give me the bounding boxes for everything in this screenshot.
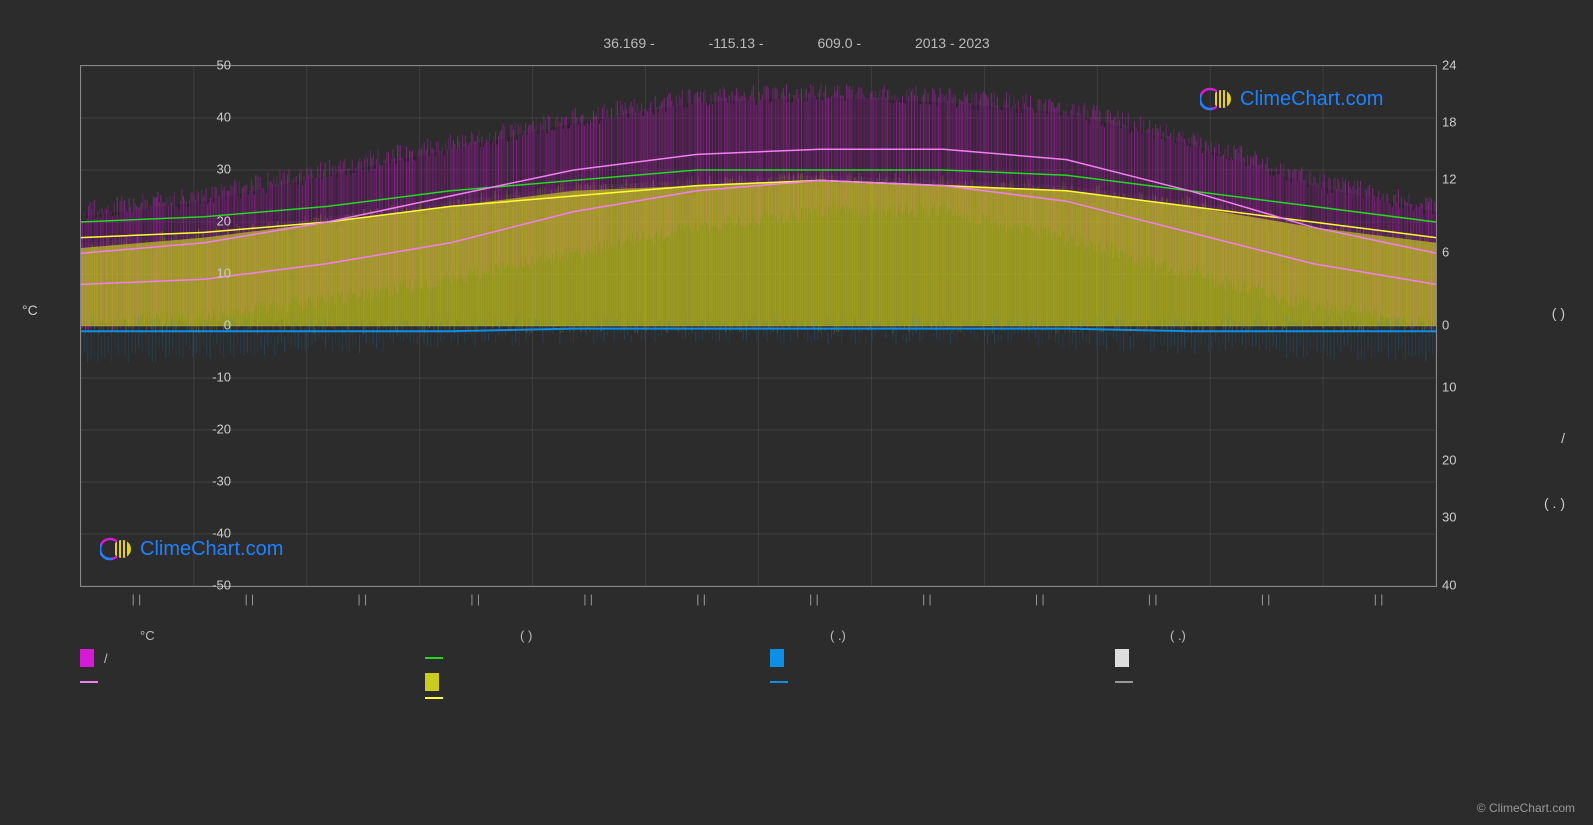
y-left-tick: 0 [201, 318, 231, 333]
copyright-text: © ClimeChart.com [1477, 801, 1575, 815]
watermark-text: ClimeChart.com [1240, 88, 1383, 111]
legend-swatch-icon [80, 681, 98, 683]
y-right-tick: 10 [1442, 380, 1472, 395]
x-tick: | | [809, 592, 819, 606]
legend-row: / [80, 649, 1460, 667]
x-tick: | | [132, 592, 142, 606]
y-right-tick: 20 [1442, 453, 1472, 468]
y-left-tick: 40 [201, 110, 231, 125]
legend-item [1115, 673, 1460, 691]
legend-swatch-icon [1115, 681, 1133, 683]
legend-item [770, 673, 1115, 691]
watermark-logo-icon [100, 535, 134, 563]
y-left-tick: 30 [201, 162, 231, 177]
watermark-top: ClimeChart.com [1200, 85, 1383, 113]
watermark-logo-icon [1200, 85, 1234, 113]
header-lat: 36.169 - [603, 35, 654, 51]
x-tick: | | [583, 592, 593, 606]
legend-item [80, 697, 425, 699]
y-right-tick: 6 [1442, 245, 1472, 260]
legend-item [1115, 697, 1460, 699]
y-left-tick: -40 [201, 526, 231, 541]
legend-item [425, 649, 770, 667]
legend-item [425, 697, 770, 699]
legend-swatch-icon [770, 681, 788, 683]
legend-row [80, 673, 1460, 691]
legend-swatch-icon [425, 697, 443, 699]
legend-row [80, 697, 1460, 699]
plot-area [80, 65, 1437, 587]
x-tick: | | [1374, 592, 1384, 606]
y-left-tick: -20 [201, 422, 231, 437]
chart-header: 36.169 - -115.13 - 609.0 - 2013 - 2023 [0, 35, 1593, 51]
legend-swatch-icon [1115, 649, 1129, 667]
chart-container [80, 65, 1435, 585]
x-tick: | | [1148, 592, 1158, 606]
y-left-tick: 50 [201, 58, 231, 73]
y-right-tick: 24 [1442, 58, 1472, 73]
x-tick: | | [1261, 592, 1271, 606]
legend-header-row: °C ( ) ( .) ( .) [80, 628, 1460, 643]
y-left-tick: -30 [201, 474, 231, 489]
legend-swatch-icon [80, 649, 94, 667]
x-tick: | | [696, 592, 706, 606]
header-elev: 609.0 - [817, 35, 861, 51]
x-tick: | | [245, 592, 255, 606]
legend-swatch-icon [770, 649, 784, 667]
header-lon: -115.13 - [709, 35, 764, 51]
x-tick: | | [1035, 592, 1045, 606]
legend-item [425, 673, 770, 691]
legend-header-3: ( .) [1120, 628, 1460, 643]
y-left-tick: -50 [201, 578, 231, 593]
y-right-tick: 0 [1442, 318, 1472, 333]
y-right-tick: 30 [1442, 510, 1472, 525]
y-right-tick: 12 [1442, 172, 1472, 187]
y-right-slash: / [1561, 430, 1565, 446]
header-years: 2013 - 2023 [915, 35, 990, 51]
x-tick: | | [357, 592, 367, 606]
y-right-paren-1: ( ) [1552, 305, 1565, 321]
plot-svg [81, 66, 1436, 586]
y-right-tick: 18 [1442, 115, 1472, 130]
legend-swatch-icon [425, 673, 439, 691]
legend-item [770, 649, 1115, 667]
legend-item [770, 697, 1115, 699]
legend-label: / [104, 651, 108, 666]
legend-item [1115, 649, 1460, 667]
legend-item [80, 673, 425, 691]
x-tick: | | [922, 592, 932, 606]
legend-header-1: ( ) [430, 628, 810, 643]
y-left-tick: 10 [201, 266, 231, 281]
watermark-bottom: ClimeChart.com [100, 535, 283, 563]
legend-item: / [80, 649, 425, 667]
x-tick: | | [470, 592, 480, 606]
y-right-tick: 40 [1442, 578, 1472, 593]
legend: °C ( ) ( .) ( .) / [80, 628, 1460, 705]
y-right-paren-2: ( . ) [1544, 495, 1565, 511]
y-axis-left-label: °C [22, 302, 38, 318]
y-left-tick: -10 [201, 370, 231, 385]
y-left-tick: 20 [201, 214, 231, 229]
legend-swatch-icon [425, 657, 443, 659]
legend-header-0: °C [80, 628, 430, 643]
watermark-text: ClimeChart.com [140, 538, 283, 561]
legend-header-2: ( .) [810, 628, 1120, 643]
